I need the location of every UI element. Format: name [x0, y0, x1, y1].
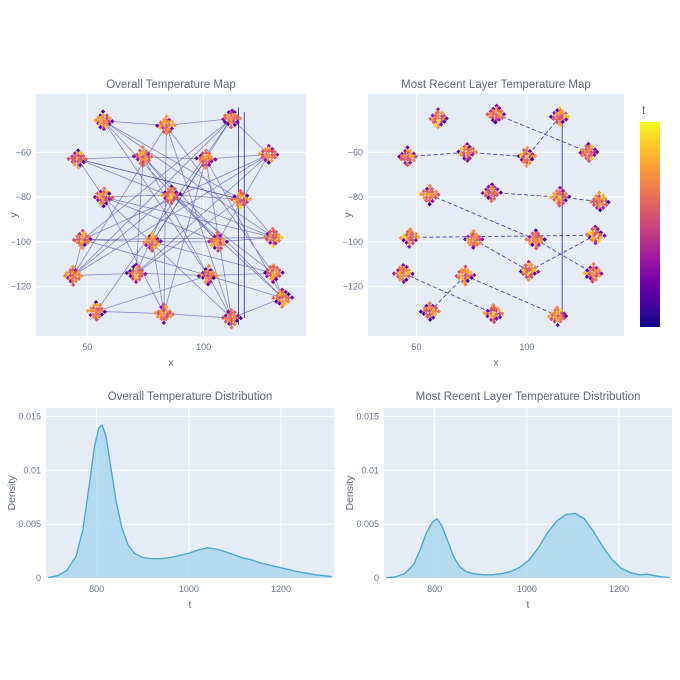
density-area	[48, 425, 332, 578]
cluster	[220, 307, 243, 330]
x-tick-label: 50	[412, 342, 422, 352]
density-area	[386, 513, 670, 578]
cluster	[194, 148, 218, 171]
y-tick-label: 0	[374, 573, 379, 583]
y-tick-label: −100	[11, 237, 31, 247]
y-tick-label: 0.01	[23, 465, 41, 475]
route-line	[429, 275, 466, 312]
cluster	[131, 145, 154, 168]
y-axis-label: y	[8, 212, 20, 218]
y-tick-label: −120	[343, 282, 363, 292]
cluster	[463, 228, 485, 250]
x-tick-label: 800	[89, 584, 104, 594]
colorbar-gradient	[640, 122, 660, 327]
cluster	[454, 264, 477, 287]
cluster	[93, 109, 115, 132]
cluster	[63, 264, 84, 287]
x-tick-label: 100	[196, 342, 211, 352]
cluster	[153, 302, 175, 325]
colorbar-label: t	[642, 105, 646, 117]
cluster	[485, 103, 507, 125]
chart-title: Most Recent Layer Temperature Map	[401, 79, 591, 91]
recent-layer-temperature-map-chart[interactable]: 50 100 −60 −80 −100 −120 Most Recent Layer Tem…	[340, 76, 632, 368]
x-tick-label: 800	[427, 584, 442, 594]
y-tick-label: 0	[36, 573, 41, 583]
cluster	[196, 263, 220, 287]
x-axis-label: x	[493, 357, 499, 368]
y-tick-label: −120	[11, 282, 31, 292]
y-axis-label: y	[342, 212, 354, 218]
route-line	[491, 192, 561, 198]
route-line	[464, 275, 558, 317]
density-curve	[386, 512, 670, 579]
y-tick-label: −80	[348, 192, 363, 202]
cluster	[418, 301, 441, 322]
cluster	[456, 142, 479, 163]
route-line	[473, 239, 530, 272]
x-tick-label: 1000	[179, 584, 199, 594]
route-line	[526, 116, 561, 157]
y-axis-label: Density	[344, 475, 356, 511]
cluster	[85, 300, 108, 322]
cluster	[141, 231, 163, 253]
cluster	[398, 227, 421, 249]
route-line	[407, 151, 468, 158]
x-axis-label: x	[168, 357, 174, 368]
y-tick-label: 0.01	[361, 465, 379, 475]
cluster	[397, 145, 418, 168]
y-tick-label: −60	[348, 147, 363, 157]
x-tick-label: 100	[519, 342, 534, 352]
x-tick-label: 50	[82, 342, 92, 352]
cluster	[124, 262, 148, 285]
route-line	[403, 272, 494, 315]
chart-title: Overall Temperature Distribution	[108, 391, 273, 403]
plot-area	[368, 94, 624, 336]
cluster	[480, 182, 503, 204]
cluster	[71, 228, 93, 251]
route-line	[72, 118, 284, 319]
y-tick-label: −80	[16, 192, 31, 202]
chart-title: Overall Temperature Map	[106, 79, 236, 91]
x-tick-label: 1000	[517, 584, 537, 594]
y-tick-label: 0.005	[18, 519, 41, 529]
cluster	[155, 114, 178, 136]
cluster	[262, 226, 285, 249]
overall-temperature-distribution-chart[interactable]: 800 1000 1200 0 0.005 0.01 0.015 Overall Temper…	[4, 388, 344, 618]
x-axis-label: t	[527, 599, 530, 611]
x-tick-label: 1200	[609, 584, 629, 594]
cluster	[159, 184, 183, 206]
cluster	[257, 143, 280, 165]
cluster	[271, 287, 295, 309]
travel-paths	[72, 107, 284, 325]
temperature-clusters	[63, 108, 295, 330]
y-tick-label: −100	[343, 237, 363, 247]
route-line	[409, 234, 596, 238]
route-line	[72, 118, 283, 319]
cluster	[418, 183, 441, 207]
y-axis-label: Density	[6, 475, 18, 511]
temperature-colorbar: t	[640, 105, 660, 327]
route-line	[495, 113, 589, 153]
y-tick-label: 0.015	[356, 412, 379, 422]
x-axis-label: t	[189, 599, 192, 611]
density-curve	[48, 424, 332, 579]
chart-title: Most Recent Layer Temperature Distributi…	[416, 391, 641, 403]
cluster	[263, 263, 285, 285]
route-line	[535, 239, 594, 274]
cluster	[207, 230, 230, 253]
route-line	[72, 118, 284, 319]
cluster	[391, 263, 415, 285]
y-tick-label: 0.005	[356, 519, 379, 529]
x-tick-label: 1200	[271, 584, 291, 594]
cluster	[482, 303, 505, 325]
y-tick-label: 0.015	[18, 412, 41, 422]
cluster	[428, 107, 449, 130]
cluster	[221, 108, 243, 130]
recent-layer-temperature-distribution-chart[interactable]: 800 1000 1200 0 0.005 0.01 0.015 Most Recent La…	[342, 388, 680, 618]
overall-temperature-map-chart[interactable]: 50 100 −60 −80 −100 −120 Overall Temperature M…	[6, 76, 318, 368]
y-tick-label: −60	[16, 147, 31, 157]
